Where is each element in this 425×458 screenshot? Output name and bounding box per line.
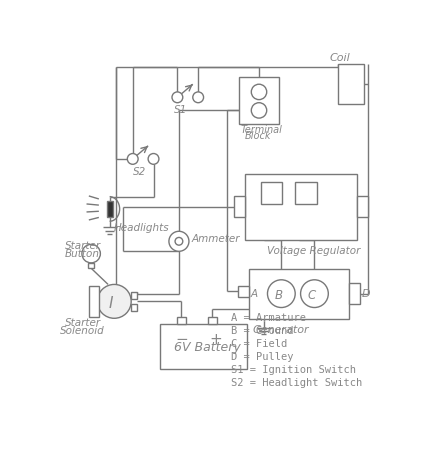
Bar [238,286,249,297]
Circle shape [193,92,204,103]
Bar [107,201,113,217]
Text: Headlights: Headlights [113,223,169,233]
Text: S1: S1 [173,105,187,115]
Circle shape [251,103,267,118]
Bar [249,269,349,319]
Circle shape [169,231,189,251]
Text: B = Ground: B = Ground [231,326,294,336]
Text: C: C [307,289,315,302]
Circle shape [148,153,159,164]
Text: Starter: Starter [65,318,101,328]
Text: S1 = Ignition Switch: S1 = Ignition Switch [231,365,356,375]
Bar [88,263,94,268]
Text: B: B [274,289,282,302]
Text: Block: Block [245,131,272,141]
Text: Ammeter: Ammeter [191,234,240,244]
Bar [177,317,186,324]
Circle shape [172,92,183,103]
Bar [337,64,365,104]
Text: Coil: Coil [330,53,351,63]
Text: C = Field: C = Field [231,339,288,349]
Text: Voltage Regulator: Voltage Regulator [267,246,360,256]
Text: Generator: Generator [253,325,309,335]
Text: A: A [250,289,258,299]
Bar [208,317,217,324]
Text: +: + [210,332,222,347]
Bar [161,324,246,369]
Circle shape [82,245,100,263]
Text: S2 = Headlight Switch: S2 = Headlight Switch [231,378,363,388]
Bar [295,182,317,203]
Bar [131,305,137,311]
Circle shape [97,284,131,318]
Circle shape [175,237,183,245]
Text: 6V Battery: 6V Battery [174,341,241,354]
Circle shape [300,280,328,307]
Bar [261,182,282,203]
Circle shape [267,280,295,307]
Text: D = Pulley: D = Pulley [231,352,294,362]
Circle shape [128,153,138,164]
Text: Solenoid: Solenoid [60,326,105,336]
Bar [234,196,245,218]
Bar [131,292,137,299]
Circle shape [251,84,267,100]
Text: −: − [176,332,188,347]
Bar [349,283,360,305]
Text: I: I [109,296,113,311]
Text: Starter: Starter [65,241,101,251]
Text: Terminal: Terminal [241,125,282,135]
Bar [357,196,368,218]
Bar [89,286,99,317]
Text: S2: S2 [133,167,146,177]
Text: Button: Button [65,249,100,259]
Bar [245,174,357,240]
Text: A = Armature: A = Armature [231,313,306,323]
Bar [239,76,279,124]
Text: D: D [361,289,370,299]
